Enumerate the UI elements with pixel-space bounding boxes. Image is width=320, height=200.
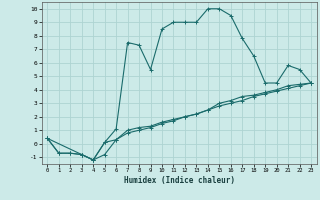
X-axis label: Humidex (Indice chaleur): Humidex (Indice chaleur): [124, 176, 235, 185]
